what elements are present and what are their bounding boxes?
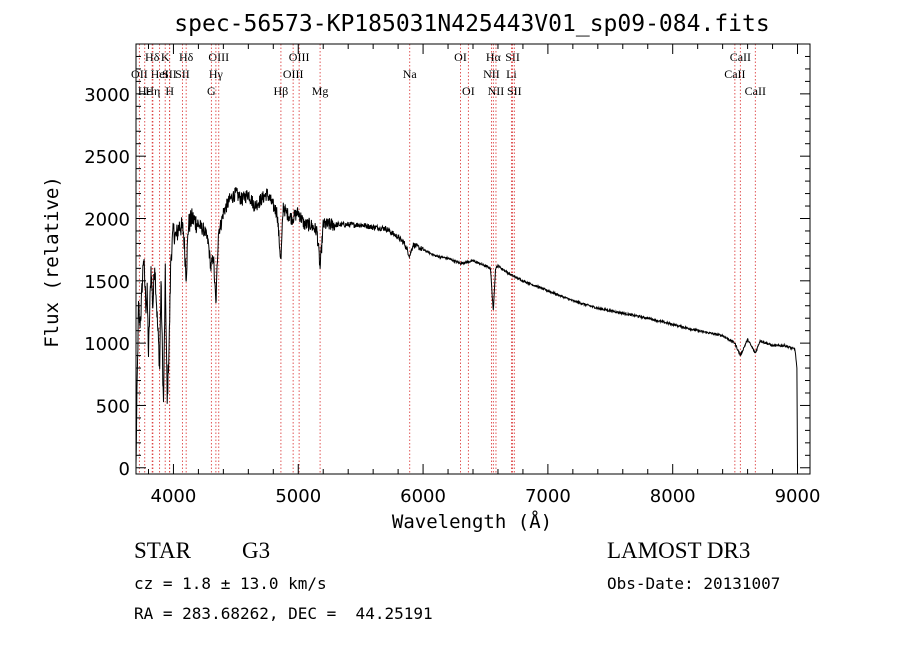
line-label: OI: [462, 84, 475, 98]
line-label: OIII: [289, 50, 310, 64]
obs-date: Obs-Date: 20131007: [607, 574, 781, 593]
line-label: Hδ: [179, 50, 194, 64]
line-label: Na: [403, 67, 418, 81]
redshift-value: cz = 1.8 ± 13.0 km/s: [134, 574, 327, 593]
line-label: Mg: [312, 84, 329, 98]
survey-label: LAMOST DR3: [607, 538, 751, 563]
x-tick-label: 6000: [400, 486, 446, 507]
flux-line: [135, 186, 798, 468]
x-tick-label: 4000: [151, 486, 197, 507]
y-axis-label: Flux (relative): [41, 176, 63, 348]
y-tick-label: 500: [96, 396, 130, 417]
x-tick-label: 7000: [525, 486, 571, 507]
class-label: STAR: [134, 538, 191, 563]
line-label: Hα: [486, 50, 502, 64]
line-label: NII: [483, 67, 500, 81]
line-label: OIII: [208, 50, 229, 64]
line-label: Hβ: [274, 84, 289, 98]
line-label: SII: [162, 67, 177, 81]
y-tick-label: 2000: [84, 209, 130, 230]
line-label: Hη: [145, 84, 160, 98]
line-label: SII: [507, 84, 522, 98]
x-tick-label: 8000: [650, 486, 696, 507]
plot-frame: [135, 43, 811, 475]
line-label: G: [207, 84, 216, 98]
line-label: H: [165, 84, 174, 98]
line-label: SII: [505, 50, 520, 64]
coordinates: RA = 283.68262, DEC = 44.25191: [134, 604, 433, 623]
line-label: OII: [131, 67, 148, 81]
x-axis-label: Wavelength (Å): [392, 510, 552, 533]
y-tick-label: 1500: [84, 272, 130, 293]
line-label: SII: [175, 67, 190, 81]
y-tick-label: 2500: [84, 147, 130, 168]
line-label: Hε: [138, 84, 152, 98]
line-label: K: [161, 50, 170, 64]
line-label: Hδ: [145, 50, 160, 64]
x-tick-label: 5000: [275, 486, 321, 507]
subclass-label: G3: [242, 538, 271, 563]
y-tick-label: 1000: [84, 334, 130, 355]
chart-title: spec-56573-KP185031N425443V01_sp09-084.f…: [174, 11, 769, 37]
line-label: CaII: [745, 84, 766, 98]
line-label: CaII: [724, 67, 745, 81]
line-label: OI: [454, 50, 467, 64]
line-label: CaII: [730, 50, 751, 64]
y-tick-label: 3000: [84, 85, 130, 106]
line-label: HeI: [151, 67, 169, 81]
line-label: Hγ: [209, 67, 224, 81]
y-tick-label: 0: [119, 459, 130, 480]
line-label: NII: [488, 84, 505, 98]
line-label: OIII: [283, 67, 304, 81]
axis-ticks: 4000 5000 6000 7000 8000 9000 0 500 1000 1500 2000…: [84, 44, 820, 507]
line-label: Li: [506, 67, 517, 81]
x-tick-label: 9000: [775, 486, 821, 507]
